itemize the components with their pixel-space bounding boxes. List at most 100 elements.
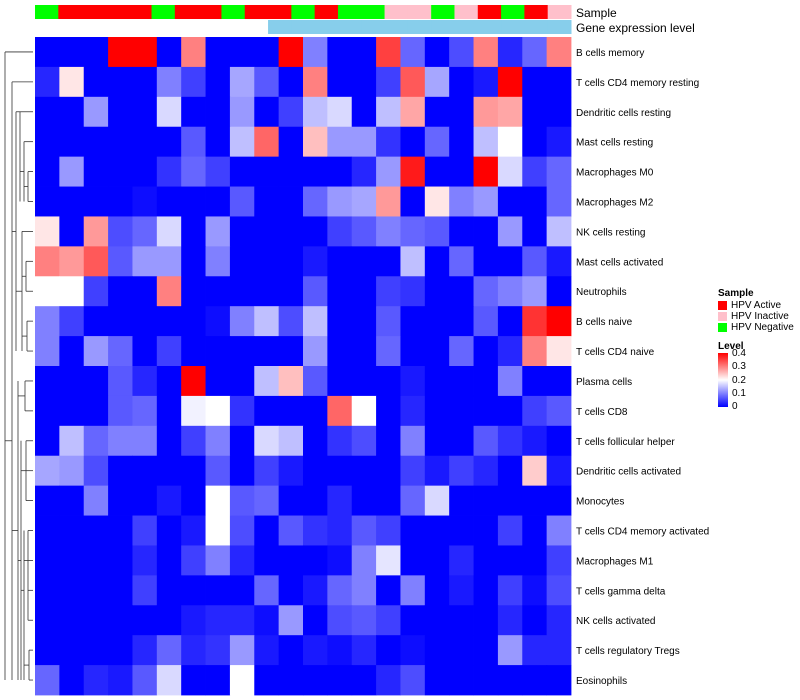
sample-annotation-cell: [407, 5, 432, 19]
heatmap-cell: [156, 665, 182, 696]
heatmap-cell: [132, 545, 158, 576]
heatmap-cell: [229, 605, 255, 636]
heatmap-cell: [303, 395, 328, 427]
heatmap-cell: [205, 156, 231, 187]
heatmap-cell: [229, 126, 255, 158]
heatmap-cell: [254, 306, 280, 337]
heatmap-cell: [35, 455, 60, 487]
heatmap-cell: [473, 186, 499, 217]
heatmap-cell: [181, 96, 206, 128]
sample-annotation-cell: [104, 5, 129, 19]
heatmap-cell: [108, 186, 133, 217]
heatmap-cell: [156, 276, 182, 307]
heatmap-cell: [254, 545, 280, 576]
row-label: Eosinophils: [576, 676, 627, 687]
heatmap-cell: [376, 37, 401, 68]
sample-annotation-cell: [268, 5, 292, 19]
heatmap-cell: [278, 515, 304, 546]
heatmap-cell: [229, 306, 255, 337]
heatmap-cell: [400, 126, 426, 158]
heatmap-cell: [546, 425, 572, 457]
heatmap-cell: [254, 156, 280, 187]
heatmap-cell: [303, 605, 328, 636]
heatmap-cell: [546, 485, 572, 516]
legend-label: HPV Negative: [731, 322, 794, 333]
heatmap-cell: [303, 96, 328, 128]
heatmap-cell: [546, 246, 572, 277]
heatmap-cell: [424, 575, 450, 606]
heatmap-cell: [400, 156, 426, 187]
heatmap-cell: [351, 186, 377, 217]
heatmap-cell: [327, 395, 353, 427]
heatmap-cell: [473, 276, 499, 307]
heatmap-cell: [376, 485, 401, 516]
heatmap-cell: [83, 515, 109, 546]
legend-entry-hpv-negative: HPV Negative: [718, 322, 800, 333]
heatmap-cell: [59, 126, 85, 158]
heatmap-cell: [181, 425, 206, 457]
heatmap-cell: [205, 246, 231, 277]
heatmap-cell: [35, 216, 60, 247]
heatmap-cell: [35, 246, 60, 277]
sample-annotation-cell: [128, 5, 153, 19]
heatmap-cell: [351, 66, 377, 98]
legend-swatch: [718, 323, 727, 332]
heatmap-cell: [83, 216, 109, 247]
heatmap-cell: [497, 635, 523, 666]
heatmap-cell: [229, 276, 255, 307]
heatmap-cell: [108, 485, 133, 516]
heatmap-cell: [181, 126, 206, 158]
gene-level-annotation-cell: [35, 20, 59, 34]
heatmap-cell: [35, 366, 60, 397]
heatmap-cell: [546, 37, 572, 68]
heatmap-cell: [83, 425, 109, 457]
heatmap-cell: [278, 395, 304, 427]
heatmap-cell: [522, 545, 548, 576]
heatmap-cell: [400, 455, 426, 487]
heatmap-cell: [400, 246, 426, 277]
sample-legend-title: Sample: [718, 288, 754, 299]
heatmap-cell: [351, 96, 377, 128]
heatmap-cell: [83, 246, 109, 277]
heatmap-cell: [254, 66, 280, 98]
heatmap-cell: [59, 605, 85, 636]
heatmap-cell: [424, 276, 450, 307]
heatmap-cell: [473, 156, 499, 187]
heatmap-cell: [497, 186, 523, 217]
heatmap-cell: [132, 156, 158, 187]
heatmap-cell: [327, 186, 353, 217]
heatmap-cell: [497, 545, 523, 576]
heatmap-cell: [327, 276, 353, 307]
heatmap-cell: [35, 186, 60, 217]
heatmap-cell: [400, 635, 426, 666]
heatmap-cell: [205, 545, 231, 576]
heatmap-cell: [132, 37, 158, 68]
heatmap-cell: [376, 515, 401, 546]
heatmap-cell: [181, 605, 206, 636]
heatmap-cell: [35, 306, 60, 337]
heatmap-cell: [400, 515, 426, 546]
heatmap-cell: [376, 366, 401, 397]
heatmap-cell: [546, 156, 572, 187]
heatmap-cell: [351, 126, 377, 158]
heatmap-cell: [278, 545, 304, 576]
heatmap-cell: [303, 336, 328, 367]
heatmap-cell: [278, 96, 304, 128]
row-label: NK cells activated: [576, 616, 655, 627]
heatmap-cell: [449, 246, 474, 277]
heatmap-cell: [229, 66, 255, 98]
heatmap-cell: [132, 635, 158, 666]
heatmap-cell: [303, 126, 328, 158]
heatmap-cell: [303, 545, 328, 576]
heatmap-cell: [400, 37, 426, 68]
row-label: T cells follicular helper: [576, 437, 675, 448]
heatmap-cell: [497, 246, 523, 277]
heatmap-cell: [278, 635, 304, 666]
heatmap-cell: [546, 605, 572, 636]
heatmap-cell: [473, 336, 499, 367]
heatmap-cell: [181, 515, 206, 546]
gene-level-annotation-cell: [151, 20, 176, 34]
heatmap-cell: [35, 395, 60, 427]
heatmap-cell: [303, 455, 328, 487]
